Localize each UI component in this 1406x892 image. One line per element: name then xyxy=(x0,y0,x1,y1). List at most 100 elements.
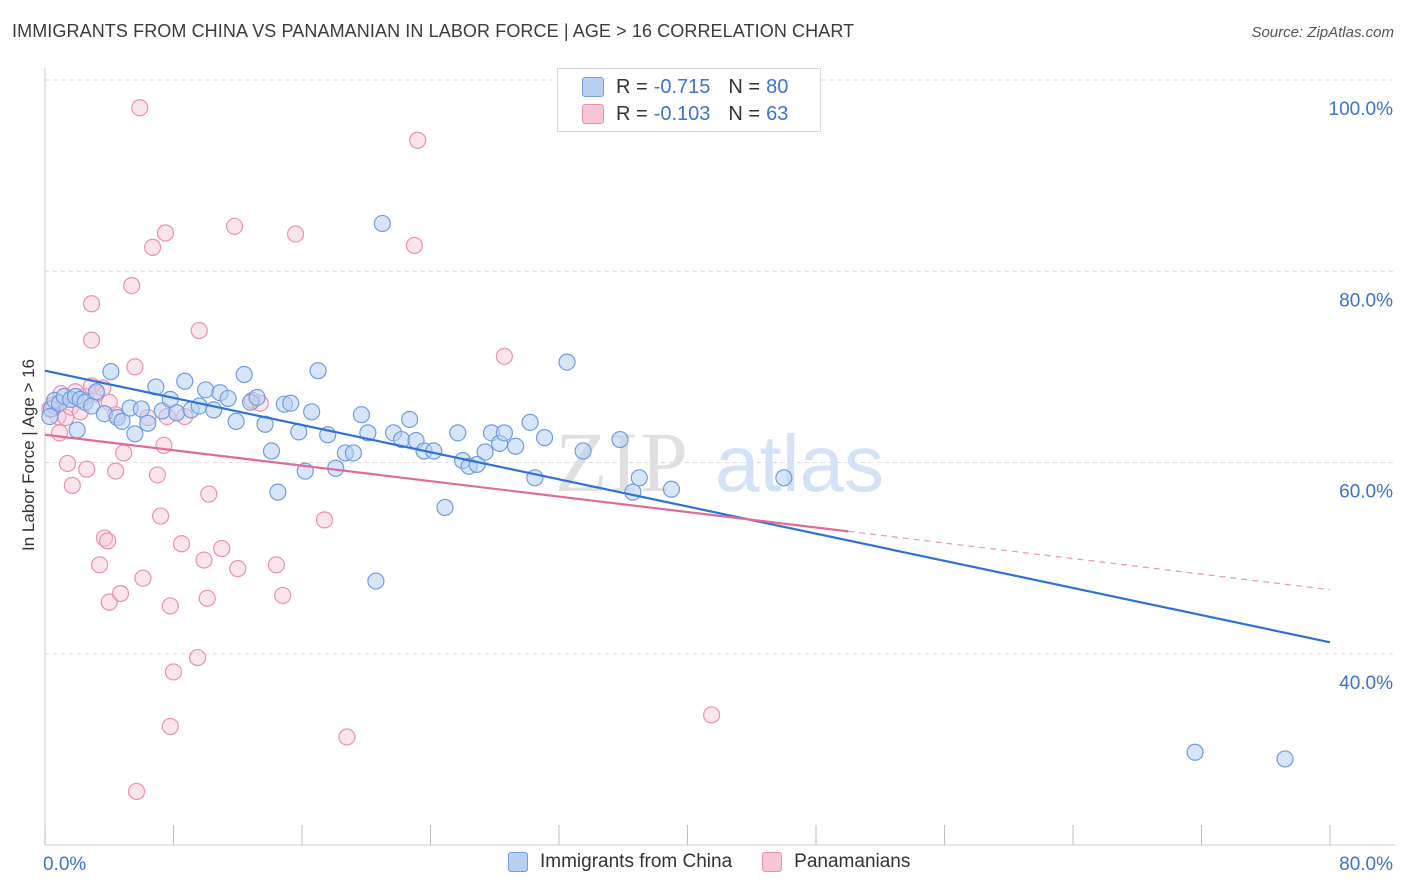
legend-r-value-panamanians: -0.103 xyxy=(653,102,711,125)
data-point-panamanians xyxy=(286,225,305,243)
trend-line-panamanians-extension xyxy=(848,530,1331,591)
trend-line-china xyxy=(44,369,1331,644)
data-point-panamanians xyxy=(161,717,179,736)
axis-labels: 40.0% 60.0% 80.0% 100.0% 0.0% 80.0% In Labor F… xyxy=(19,99,1393,875)
data-point-panamanians xyxy=(409,131,427,149)
data-point-panamanians xyxy=(315,511,334,529)
data-point-panamanians xyxy=(127,782,146,801)
data-point-china xyxy=(102,363,120,381)
data-point-china xyxy=(235,365,253,384)
data-point-china xyxy=(248,388,266,407)
data-point-china xyxy=(1276,750,1294,768)
trend-lines xyxy=(44,369,1331,644)
data-point-china xyxy=(1186,743,1204,761)
data-point-china xyxy=(113,412,131,430)
data-point-panamanians xyxy=(195,551,213,569)
data-point-china xyxy=(373,214,391,233)
data-point-china xyxy=(197,381,215,399)
data-point-panamanians xyxy=(50,424,69,442)
data-point-panamanians xyxy=(148,466,167,484)
data-point-panamanians xyxy=(152,507,170,525)
data-point-panamanians xyxy=(126,358,144,376)
watermark-atlas: atlas xyxy=(715,419,884,508)
data-point-panamanians xyxy=(405,236,424,255)
data-point-panamanians xyxy=(82,295,101,313)
data-point-china xyxy=(139,414,157,432)
x-tick-label-max: 80.0% xyxy=(1339,854,1393,875)
data-point-panamanians xyxy=(78,460,96,478)
data-point-china xyxy=(87,383,106,401)
data-point-china xyxy=(262,442,281,460)
data-point-china xyxy=(436,498,454,517)
data-point-panamanians xyxy=(58,454,77,473)
bottom-legend-panamanians[interactable]: Panamanians xyxy=(762,851,910,873)
data-point-china xyxy=(126,425,144,443)
data-point-panamanians xyxy=(161,597,179,615)
y-tick-label: 100.0% xyxy=(1329,99,1394,120)
data-point-panamanians xyxy=(225,217,244,235)
data-point-panamanians xyxy=(115,444,133,462)
legend-row-china: R = -0.715 N = 80 xyxy=(582,74,788,100)
bottom-legend-swatch-china xyxy=(508,852,528,872)
legend-n-value-china: 80 xyxy=(766,75,789,98)
data-point-china xyxy=(190,397,208,415)
data-point-panamanians xyxy=(702,706,721,724)
y-tick-label: 80.0% xyxy=(1339,290,1393,311)
data-point-china xyxy=(507,437,525,455)
data-point-panamanians xyxy=(495,347,513,365)
data-point-panamanians xyxy=(190,321,208,340)
trend-line-panamanians xyxy=(44,433,849,533)
legend-row-panamanians: R = -0.103 N = 63 xyxy=(582,101,788,127)
data-point-panamanians xyxy=(213,539,231,558)
bottom-legend: Immigrants from China Panamanians xyxy=(508,851,940,873)
data-point-panamanians xyxy=(274,586,292,605)
data-point-china xyxy=(401,410,419,429)
data-point-china xyxy=(219,389,237,408)
data-point-china xyxy=(449,424,467,442)
y-tick-label: 40.0% xyxy=(1339,673,1393,694)
legend-swatch-china xyxy=(582,77,604,97)
legend-box: R = -0.715 N = 80 R = -0.103 N = 63 xyxy=(557,68,821,132)
data-point-china xyxy=(558,353,576,371)
legend-r-label: R = xyxy=(616,102,648,125)
legend-swatch-panamanians xyxy=(582,104,604,124)
data-point-panamanians xyxy=(134,569,152,587)
y-axis-title: In Labor Force | Age > 16 xyxy=(19,359,38,551)
data-point-china xyxy=(282,394,300,412)
data-point-china xyxy=(367,572,385,590)
data-point-panamanians xyxy=(200,485,218,503)
data-point-china xyxy=(269,483,287,501)
data-point-panamanians xyxy=(107,462,125,480)
data-point-china xyxy=(521,413,539,431)
data-point-china xyxy=(41,408,59,426)
data-point-panamanians xyxy=(155,436,173,454)
data-point-panamanians xyxy=(123,276,141,295)
data-point-china xyxy=(168,404,186,422)
data-point-china xyxy=(535,429,554,447)
data-point-panamanians xyxy=(172,535,191,553)
data-point-china xyxy=(309,362,327,380)
chart-title: IMMIGRANTS FROM CHINA VS PANAMANIAN IN L… xyxy=(12,21,855,41)
data-point-china xyxy=(132,400,150,418)
data-point-china xyxy=(176,372,194,390)
data-point-china xyxy=(630,469,648,487)
data-point-china xyxy=(624,483,642,501)
legend-r-label: R = xyxy=(616,75,648,98)
data-point-panamanians xyxy=(164,663,183,681)
data-point-panamanians xyxy=(144,238,162,256)
data-point-panamanians xyxy=(99,532,117,550)
legend-n-value-panamanians: 63 xyxy=(766,102,789,125)
data-point-china xyxy=(359,424,377,442)
data-point-panamanians xyxy=(338,728,356,746)
data-point-china xyxy=(775,469,793,487)
data-point-china xyxy=(662,480,681,498)
bottom-legend-label-panamanians: Panamanians xyxy=(794,851,911,872)
axes xyxy=(44,68,1395,846)
legend-r-value-china: -0.715 xyxy=(653,75,711,98)
watermark: ZIP atlas xyxy=(555,414,884,510)
data-point-panamanians xyxy=(91,556,109,574)
data-point-china xyxy=(495,424,513,442)
data-point-panamanians xyxy=(131,99,149,117)
bottom-legend-china[interactable]: Immigrants from China xyxy=(508,851,732,873)
